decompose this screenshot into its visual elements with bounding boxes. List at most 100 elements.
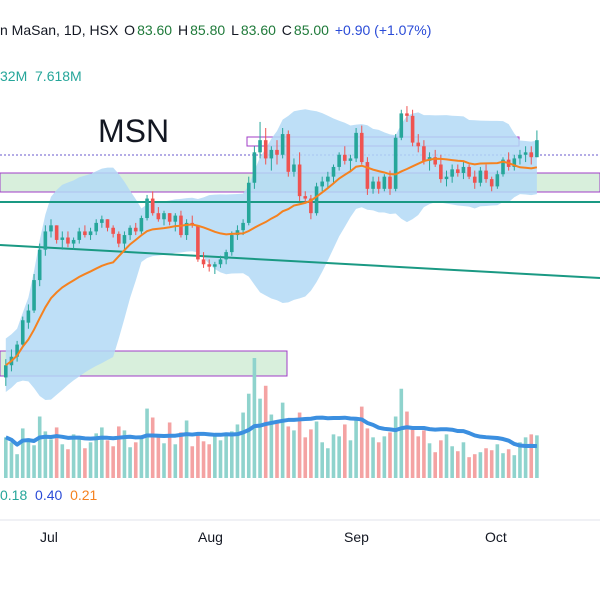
low-value: 83.60 [240, 22, 276, 38]
candle [218, 255, 223, 268]
candle [444, 170, 449, 187]
candle [518, 149, 522, 165]
volume-bar [314, 421, 319, 478]
candle [258, 121, 262, 159]
candle [359, 125, 364, 165]
candle-body [133, 227, 138, 232]
candle [26, 304, 31, 329]
candle-body [529, 152, 534, 158]
volume-bar [523, 437, 528, 478]
volume-bar [331, 434, 336, 478]
candle-body [150, 198, 155, 214]
candle-body [173, 215, 178, 222]
candle-body [388, 176, 392, 189]
candle [297, 152, 302, 201]
candle-body [410, 115, 415, 143]
candle [456, 164, 460, 177]
volume-bar [201, 441, 206, 478]
candle [405, 106, 409, 122]
candle [337, 152, 341, 171]
candle [512, 154, 517, 171]
candle-body [489, 179, 494, 187]
candle-body [117, 233, 121, 244]
candle [77, 227, 82, 244]
x-tick-jul: Jul [40, 529, 58, 545]
candle [326, 171, 330, 189]
candle-body [15, 344, 19, 357]
candle-body [518, 154, 522, 159]
candle-body [246, 182, 251, 223]
volume-bar [43, 431, 48, 478]
candle-body [66, 237, 70, 244]
candle-body [111, 227, 115, 234]
x-tick-aug: Aug [198, 529, 223, 545]
candle-body [512, 158, 517, 167]
candle-body [399, 113, 404, 138]
volume-bar [337, 436, 341, 478]
candle [43, 225, 48, 256]
volume-bar [303, 437, 308, 478]
x-tick-oct: Oct [485, 529, 507, 545]
candle-body [145, 198, 149, 219]
indicator-header: 0.18 0.40 0.21 [0, 487, 97, 503]
volume-bar [416, 436, 421, 478]
volume-bar [94, 433, 98, 478]
volume-bar [501, 453, 505, 478]
candle-body [122, 235, 127, 244]
candle-body [365, 162, 370, 189]
candle [213, 261, 217, 274]
candle [37, 243, 42, 287]
volume-layer [4, 358, 539, 478]
candle [156, 207, 161, 222]
candle-body [184, 222, 189, 236]
volume-bar [26, 438, 31, 478]
open-value: 83.60 [137, 22, 173, 38]
candle [207, 259, 211, 272]
volume-bar [117, 426, 121, 478]
candle-body [77, 231, 82, 240]
candle-body [393, 137, 398, 189]
candle-body [461, 166, 466, 174]
volume-bar [139, 435, 144, 478]
candle-body [218, 259, 223, 265]
candle-body [4, 365, 8, 378]
bollinger-band [5, 109, 537, 401]
candle-body [156, 213, 161, 220]
volume-bar [354, 418, 358, 478]
candle [117, 231, 121, 248]
candle [478, 166, 483, 187]
candle-body [241, 222, 245, 231]
symbol-name: n MaSan, 1D, HSX [0, 22, 119, 38]
volume-bar [506, 449, 511, 478]
candle-body [444, 176, 449, 180]
candle [382, 174, 387, 192]
volume-bar [422, 430, 426, 478]
candle-body [331, 166, 336, 177]
volume-bar [484, 448, 488, 478]
candle-body [314, 186, 319, 214]
candle-body [280, 134, 285, 155]
candle [320, 176, 324, 192]
candle-body [343, 154, 347, 161]
candle-body [405, 113, 409, 116]
candle-body [213, 264, 217, 267]
candle-body [416, 142, 421, 147]
candle [60, 231, 65, 250]
volume-bar [207, 444, 211, 478]
candle-body [263, 140, 268, 159]
candle-body [49, 225, 53, 232]
volume-bar [258, 398, 262, 478]
volume-bar [467, 457, 471, 478]
candle-body [376, 181, 381, 189]
volume-bar [173, 444, 178, 478]
volume-bar [218, 440, 223, 478]
volume-bar [184, 420, 189, 478]
volume-bar [263, 385, 268, 478]
candle [399, 109, 404, 141]
candle-body [235, 230, 240, 236]
candle-body [139, 218, 144, 232]
candle [235, 225, 240, 240]
volume-bar [535, 435, 539, 478]
candle-body [495, 174, 500, 187]
volume-bar [246, 393, 251, 478]
